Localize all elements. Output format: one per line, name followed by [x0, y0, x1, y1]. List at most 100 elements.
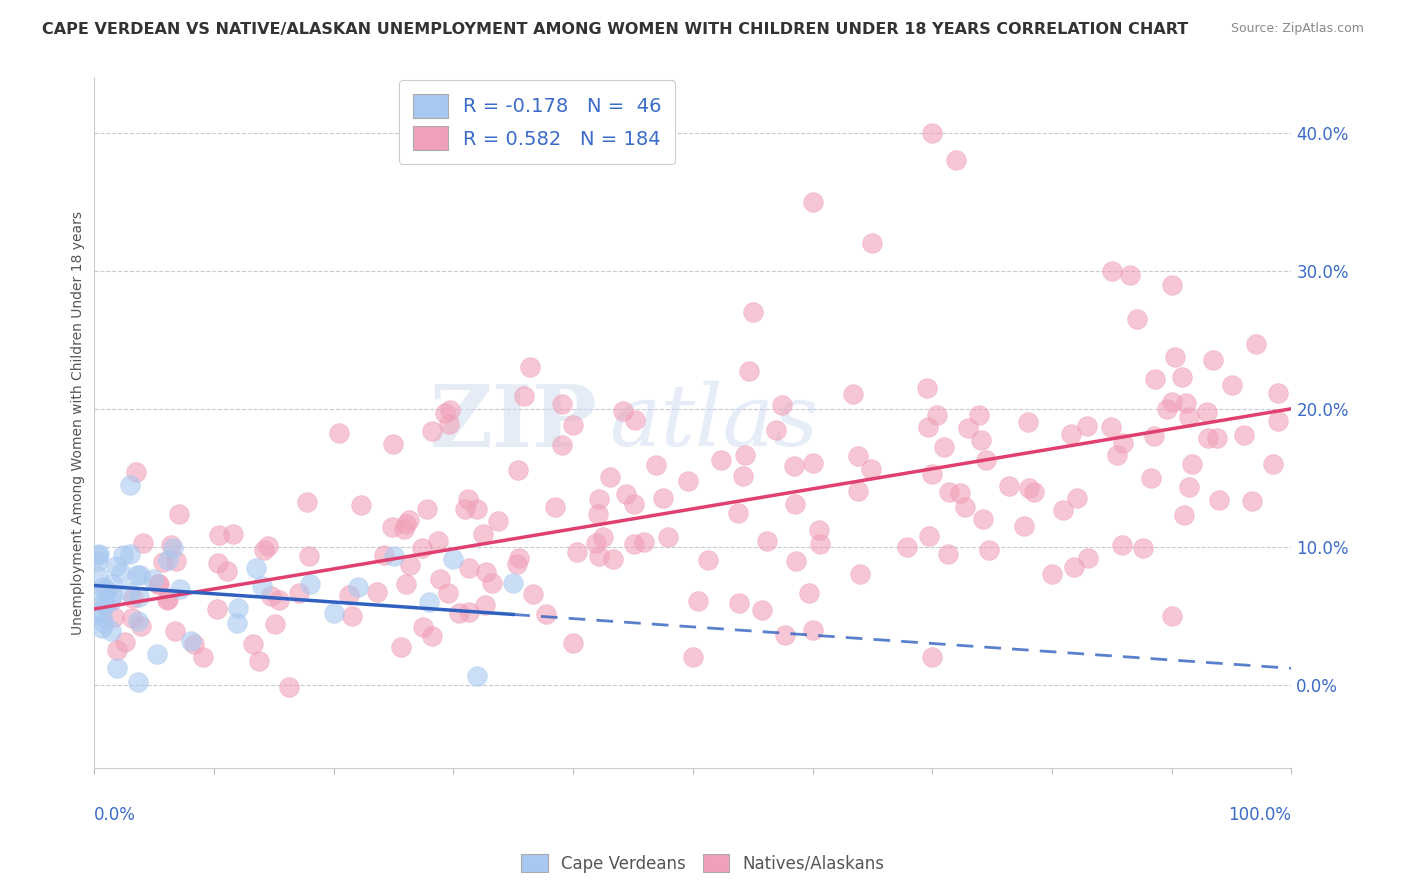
- Point: [727, 506, 749, 520]
- Point: [257, 539, 280, 553]
- Point: [957, 421, 980, 435]
- Point: [567, 545, 589, 559]
- Point: [1126, 311, 1149, 326]
- Point: [967, 408, 990, 422]
- Point: [733, 469, 755, 483]
- Point: [103, 610, 125, 624]
- Point: [125, 465, 148, 479]
- Point: [1201, 353, 1223, 368]
- Point: [783, 497, 806, 511]
- Point: [801, 623, 824, 637]
- Point: [93, 615, 115, 630]
- Point: [770, 398, 793, 412]
- Point: [1178, 480, 1201, 494]
- Point: [785, 554, 807, 568]
- Point: [122, 591, 145, 606]
- Point: [921, 467, 943, 482]
- Point: [624, 413, 647, 427]
- Point: [1263, 458, 1285, 472]
- Point: [454, 501, 477, 516]
- Point: [142, 572, 165, 586]
- Point: [298, 576, 321, 591]
- Point: [87, 568, 110, 582]
- Point: [773, 627, 796, 641]
- Point: [395, 517, 418, 532]
- Point: [337, 588, 360, 602]
- Point: [1173, 508, 1195, 522]
- Point: [1181, 458, 1204, 472]
- Point: [686, 594, 709, 608]
- Point: [100, 624, 122, 638]
- Point: [165, 624, 187, 638]
- Point: [90, 585, 112, 599]
- Point: [278, 681, 301, 695]
- Text: CAPE VERDEAN VS NATIVE/ALASKAN UNEMPLOYMENT AMONG WOMEN WITH CHILDREN UNDER 18 Y: CAPE VERDEAN VS NATIVE/ALASKAN UNEMPLOYM…: [42, 22, 1188, 37]
- Point: [592, 530, 614, 544]
- Point: [156, 593, 179, 607]
- Point: [146, 648, 169, 662]
- Point: [127, 567, 149, 582]
- Point: [350, 498, 373, 512]
- Point: [100, 594, 122, 608]
- Point: [1139, 471, 1161, 485]
- Point: [1208, 493, 1230, 508]
- Point: [917, 420, 939, 434]
- Point: [420, 425, 443, 439]
- Point: [508, 463, 530, 477]
- Point: [751, 602, 773, 616]
- Point: [105, 643, 128, 657]
- Point: [921, 126, 943, 140]
- Point: [896, 540, 918, 554]
- Point: [129, 619, 152, 633]
- Point: [263, 617, 285, 632]
- Point: [588, 549, 610, 563]
- Point: [1018, 481, 1040, 495]
- Point: [91, 608, 114, 623]
- Point: [112, 548, 135, 562]
- Point: [977, 542, 1000, 557]
- Point: [734, 448, 756, 462]
- Point: [508, 551, 530, 566]
- Point: [682, 650, 704, 665]
- Point: [474, 599, 496, 613]
- Point: [807, 523, 830, 537]
- Point: [1161, 395, 1184, 409]
- Point: [152, 555, 174, 569]
- Point: [801, 194, 824, 209]
- Point: [207, 527, 229, 541]
- Point: [87, 548, 110, 562]
- Point: [1040, 567, 1063, 582]
- Point: [846, 483, 869, 498]
- Point: [710, 453, 733, 467]
- Point: [89, 547, 111, 561]
- Point: [1143, 429, 1166, 443]
- Point: [105, 558, 128, 573]
- Point: [561, 418, 583, 433]
- Point: [346, 580, 368, 594]
- Point: [1156, 401, 1178, 416]
- Point: [614, 487, 637, 501]
- Point: [1175, 395, 1198, 409]
- Point: [544, 500, 567, 515]
- Point: [588, 491, 610, 506]
- Point: [1206, 431, 1229, 445]
- Point: [938, 484, 960, 499]
- Point: [765, 423, 787, 437]
- Point: [245, 561, 267, 575]
- Point: [859, 462, 882, 476]
- Point: [110, 566, 132, 581]
- Point: [1012, 519, 1035, 533]
- Point: [389, 640, 412, 654]
- Point: [945, 153, 967, 168]
- Point: [1063, 560, 1085, 574]
- Point: [1076, 419, 1098, 434]
- Legend: R = -0.178   N =  46, R = 0.582   N = 184: R = -0.178 N = 46, R = 0.582 N = 184: [399, 80, 675, 163]
- Point: [121, 610, 143, 624]
- Point: [502, 575, 524, 590]
- Point: [118, 547, 141, 561]
- Point: [225, 615, 247, 630]
- Point: [322, 606, 344, 620]
- Point: [205, 601, 228, 615]
- Point: [1267, 414, 1289, 428]
- Point: [1112, 435, 1135, 450]
